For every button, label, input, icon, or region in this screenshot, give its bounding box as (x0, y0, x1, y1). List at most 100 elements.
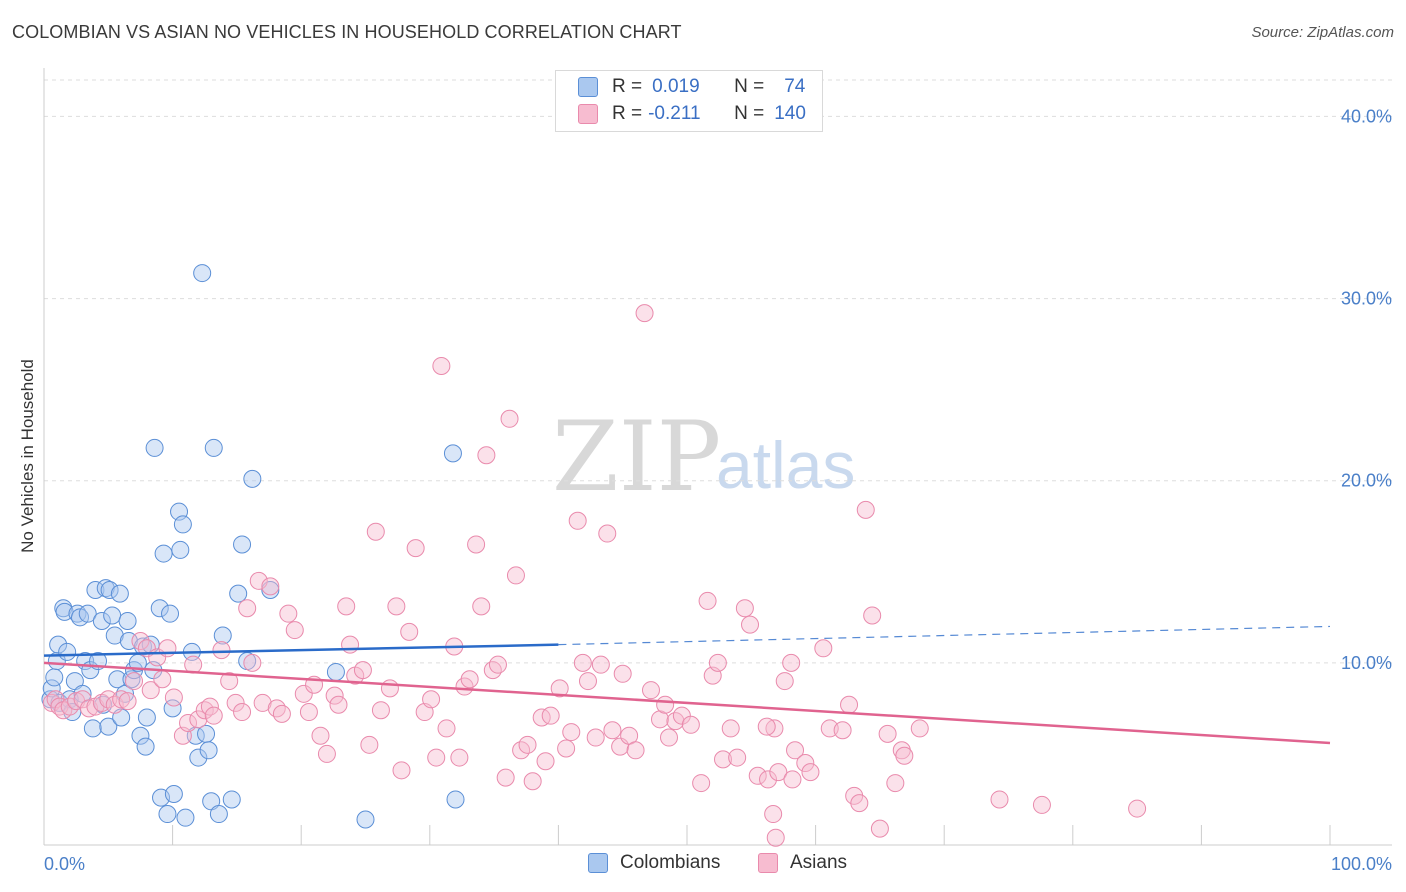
colombian-point (103, 606, 122, 625)
y-tick-label: 20.0% (1341, 471, 1392, 491)
asian-point (212, 641, 231, 660)
asian-point (741, 615, 760, 634)
asian-point (578, 672, 597, 691)
colombian-point (443, 444, 462, 463)
asian-point (112, 690, 131, 709)
asian-point (814, 639, 833, 658)
asians-n-value: 140 (774, 103, 806, 124)
y-tick-label: 40.0% (1341, 106, 1392, 126)
colombians-trend-extension (558, 625, 1331, 646)
colombian-point (161, 604, 180, 623)
chart-source: Source: ZipAtlas.com (1251, 24, 1394, 41)
asian-point (427, 748, 446, 767)
colombian-point (47, 652, 66, 671)
asian-point (392, 761, 411, 780)
asian-point (125, 672, 144, 691)
colombian-point (243, 469, 262, 488)
asian-point (422, 690, 441, 709)
asian-point (765, 719, 784, 738)
asian-point (681, 715, 700, 734)
colombian-point (118, 611, 137, 630)
colombian-point (131, 726, 150, 745)
asians-legend-label: Asians (790, 852, 848, 873)
asian-point (870, 819, 889, 838)
legend-item-asians: Asians (758, 852, 847, 874)
asian-point (878, 724, 897, 743)
asian-point (233, 703, 252, 722)
asian-point (910, 719, 929, 738)
asian-point (238, 599, 257, 618)
asian-point (635, 304, 654, 323)
colombian-point (326, 662, 345, 681)
colombian-point (356, 810, 375, 829)
colombian-point (58, 642, 77, 661)
asian-point (200, 697, 219, 716)
asian-point (783, 770, 802, 789)
colombian-point (222, 790, 241, 809)
asian-point (532, 708, 551, 727)
asian-point (131, 632, 150, 650)
colombian-point (105, 626, 124, 645)
colombian-point (209, 805, 228, 824)
asian-point (801, 763, 820, 782)
asian-point (603, 721, 622, 740)
r-label: R = (612, 103, 643, 124)
asian-point (204, 706, 223, 725)
asian-point (656, 695, 675, 714)
asian-point (786, 741, 805, 760)
asian-point (329, 695, 348, 714)
asian-point (153, 670, 172, 689)
colombian-point (110, 584, 129, 603)
asian-point (766, 828, 785, 847)
chart-title: COLOMBIAN VS ASIAN NO VEHICLES IN HOUSEH… (12, 22, 682, 42)
asian-point (672, 706, 691, 725)
asian-point (641, 681, 660, 700)
watermark: ZIP atlas (552, 401, 855, 513)
asian-point (294, 684, 313, 703)
colombian-point (189, 748, 208, 767)
asian-point (769, 763, 788, 782)
asian-point (450, 748, 469, 767)
legend-item-colombians: Colombians (588, 852, 720, 874)
asian-point (757, 717, 776, 736)
asian-point (437, 719, 456, 738)
asian-point (500, 409, 519, 428)
asian-point (341, 635, 360, 654)
colombian-point (158, 805, 177, 824)
asian-point (353, 661, 372, 680)
asian-point (1032, 795, 1051, 814)
legend-row-colombians: R = 0.019 N = 74 (578, 75, 805, 99)
asian-point (249, 571, 268, 590)
colombian-point (99, 717, 118, 736)
asian-point (692, 774, 711, 793)
asian-point (856, 500, 875, 519)
asian-point (598, 524, 617, 543)
asian-point (195, 701, 214, 720)
asian-point (164, 688, 183, 707)
asian-point (432, 356, 451, 375)
colombian-point (45, 668, 64, 687)
asian-point (261, 577, 280, 596)
colombians-swatch (578, 77, 598, 97)
colombian-point (92, 611, 111, 630)
colombian-point (204, 438, 223, 457)
colombian-point (229, 584, 248, 603)
asian-point (220, 672, 239, 691)
colombians-trend-line (43, 643, 559, 657)
colombian-point (136, 737, 155, 756)
colombian-point (78, 604, 97, 623)
asian-point (586, 728, 605, 747)
n-label: N = (734, 76, 765, 97)
n-label: N = (734, 103, 765, 124)
asian-point (267, 699, 286, 718)
asian-point (536, 752, 555, 771)
colombian-point (233, 535, 252, 554)
asian-point (337, 597, 356, 616)
asian-point (721, 719, 740, 738)
asian-point (650, 710, 669, 729)
asian-point (659, 728, 678, 747)
colombians-r-value: 0.019 (652, 76, 700, 97)
r-label: R = (612, 76, 643, 97)
asian-point (775, 672, 794, 691)
